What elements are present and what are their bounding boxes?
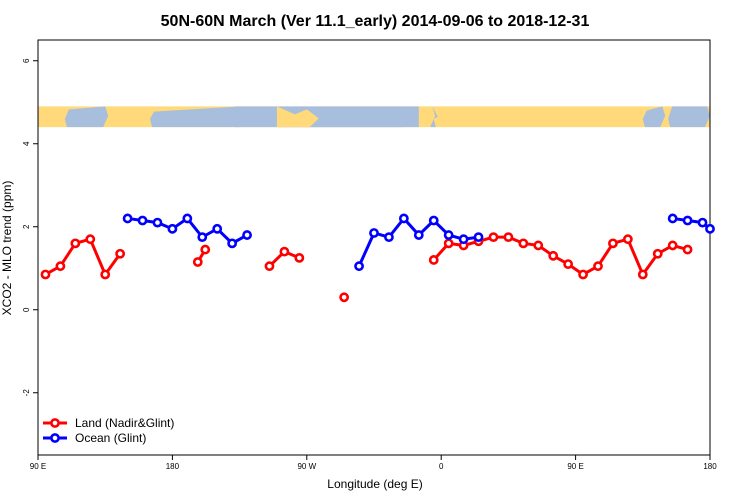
data-point bbox=[682, 244, 693, 255]
x-tick-label: 180 bbox=[703, 462, 717, 471]
series-line bbox=[432, 235, 689, 278]
world-map-band bbox=[38, 106, 710, 128]
x-tick-label: 180 bbox=[166, 462, 180, 471]
x-axis: 90 E 180 90 W 0 90 E 180 bbox=[30, 455, 717, 471]
series-layer bbox=[40, 213, 715, 303]
data-point bbox=[667, 240, 678, 251]
chart-title: 50N-60N March (Ver 11.1_early) 2014-09-0… bbox=[161, 13, 590, 30]
data-point bbox=[242, 230, 252, 240]
y-tick-label: 4 bbox=[22, 141, 31, 146]
y-tick-label: 6 bbox=[22, 58, 31, 63]
data-point bbox=[652, 248, 663, 259]
data-point bbox=[488, 232, 499, 243]
data-point bbox=[212, 223, 223, 234]
legend: Land (Nadir&Glint)Ocean (Glint) bbox=[43, 416, 174, 445]
y-axis-label: XCO2 - MLO trend (ppm) bbox=[0, 181, 14, 316]
data-point bbox=[705, 223, 715, 234]
x-tick-label: 90 E bbox=[30, 462, 46, 471]
legend-marker bbox=[50, 418, 60, 428]
legend-marker bbox=[50, 433, 60, 443]
data-point bbox=[182, 213, 193, 224]
data-point bbox=[192, 257, 203, 267]
data-point bbox=[100, 269, 111, 280]
data-point bbox=[548, 250, 559, 261]
data-point bbox=[428, 255, 439, 265]
data-point bbox=[473, 232, 484, 243]
map-ocean-region bbox=[668, 106, 710, 128]
map-ocean-region bbox=[642, 106, 666, 128]
x-tick-label: 0 bbox=[439, 462, 444, 471]
data-point bbox=[40, 269, 51, 280]
data-point bbox=[622, 234, 633, 245]
y-axis: -2 0 2 4 6 bbox=[22, 58, 38, 396]
data-point bbox=[667, 213, 678, 224]
x-tick-label: 90 W bbox=[297, 462, 316, 471]
data-point bbox=[637, 269, 648, 280]
data-point bbox=[443, 238, 454, 249]
plot-frame bbox=[37, 39, 711, 456]
data-point bbox=[279, 246, 290, 257]
data-point bbox=[294, 252, 305, 263]
data-point bbox=[55, 261, 66, 272]
data-point bbox=[70, 238, 81, 249]
series-ocean bbox=[122, 213, 715, 272]
data-point bbox=[428, 215, 439, 226]
data-point bbox=[608, 238, 618, 249]
data-point bbox=[339, 292, 350, 303]
data-point bbox=[398, 213, 409, 224]
data-point bbox=[503, 232, 514, 243]
map-ocean-region bbox=[235, 106, 419, 128]
data-point bbox=[533, 240, 544, 251]
data-point bbox=[167, 223, 178, 234]
data-point bbox=[115, 248, 126, 259]
y-tick-label: 0 bbox=[22, 307, 31, 312]
data-point bbox=[197, 232, 208, 243]
data-point bbox=[458, 234, 469, 245]
y-tick-label: -2 bbox=[22, 389, 31, 397]
legend-label: Ocean (Glint) bbox=[75, 431, 146, 445]
data-point bbox=[697, 217, 708, 228]
map-ocean-region bbox=[150, 106, 245, 128]
data-point bbox=[354, 261, 364, 272]
data-point bbox=[682, 215, 693, 226]
x-tick-label: 90 E bbox=[567, 462, 583, 471]
data-point bbox=[85, 234, 96, 245]
data-point bbox=[578, 269, 588, 280]
data-point bbox=[200, 244, 211, 255]
data-point bbox=[518, 238, 529, 249]
data-point bbox=[122, 213, 133, 224]
data-point bbox=[384, 232, 394, 243]
map-ocean-region bbox=[430, 106, 438, 128]
data-point bbox=[413, 230, 424, 240]
legend-label: Land (Nadir&Glint) bbox=[75, 416, 174, 430]
y-tick-label: 2 bbox=[22, 224, 31, 229]
data-point bbox=[593, 261, 603, 272]
data-point bbox=[443, 230, 454, 240]
x-axis-label: Longitude (deg E) bbox=[327, 477, 422, 491]
map-land-region bbox=[276, 106, 319, 128]
data-point bbox=[137, 215, 148, 226]
data-point bbox=[369, 228, 379, 238]
map-ocean-region bbox=[64, 106, 109, 128]
data-point bbox=[264, 261, 275, 272]
data-point bbox=[227, 238, 238, 249]
series-land bbox=[40, 232, 693, 303]
data-point bbox=[152, 217, 163, 228]
data-point bbox=[563, 259, 574, 269]
